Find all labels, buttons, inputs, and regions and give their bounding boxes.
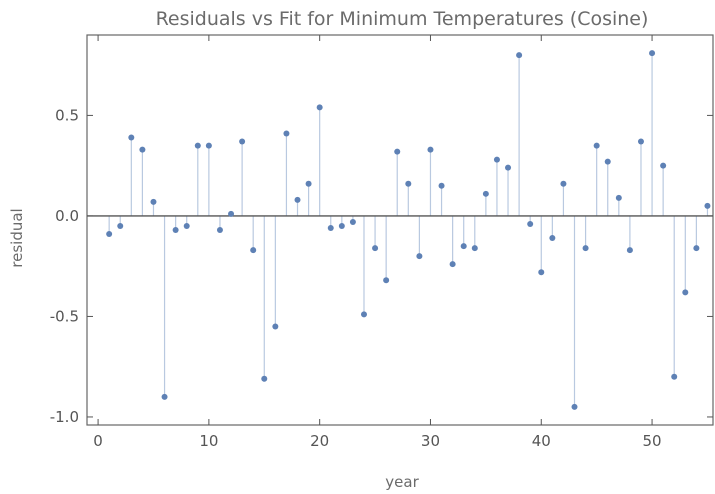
data-point: [449, 261, 456, 268]
data-point: [471, 245, 478, 252]
data-point: [538, 269, 545, 276]
data-point: [349, 218, 356, 225]
x-tick-label: 20: [310, 432, 329, 450]
x-axis-ticks: 0 10 20 30 40 50: [93, 35, 662, 450]
data-point: [394, 148, 401, 155]
data-point: [549, 235, 556, 242]
y-axis-ticks: -1.0 -0.5 0.0 0.5: [50, 106, 713, 426]
y-tick-label: -1.0: [50, 408, 79, 426]
data-point: [615, 194, 622, 201]
data-point: [593, 142, 600, 149]
data-point: [250, 247, 257, 254]
data-point: [582, 245, 589, 252]
data-points: [106, 50, 711, 410]
data-point: [327, 224, 334, 231]
data-point: [261, 375, 268, 382]
data-point: [560, 180, 567, 187]
data-point: [438, 182, 445, 189]
data-point: [671, 373, 678, 380]
data-point: [150, 198, 157, 205]
y-tick-label: -0.5: [50, 307, 79, 325]
y-tick-label: 0.5: [55, 106, 79, 124]
chart-title: Residuals vs Fit for Minimum Temperature…: [156, 8, 649, 30]
data-point: [626, 247, 633, 254]
data-point: [637, 138, 644, 145]
data-point: [372, 245, 379, 252]
data-point: [183, 222, 190, 229]
data-point: [338, 222, 345, 229]
data-point: [205, 142, 212, 149]
data-point: [704, 202, 711, 209]
data-point: [416, 253, 423, 260]
data-point: [427, 146, 434, 153]
data-point: [482, 190, 489, 197]
data-point: [660, 162, 667, 169]
data-point: [172, 227, 179, 233]
data-point: [460, 243, 467, 250]
data-point: [505, 164, 512, 171]
y-tick-label: 0.0: [55, 207, 79, 225]
data-point: [216, 227, 223, 233]
plot-frame: [86, 34, 714, 426]
data-point: [527, 220, 534, 227]
data-point: [139, 146, 146, 153]
data-point: [194, 142, 201, 149]
data-point: [516, 52, 523, 59]
data-point: [228, 210, 235, 217]
data-point: [493, 156, 500, 163]
data-point: [128, 134, 135, 141]
y-axis-label: residual: [8, 208, 26, 267]
data-point: [106, 231, 113, 238]
data-point: [682, 289, 689, 296]
data-point: [283, 130, 290, 137]
data-point: [294, 196, 301, 203]
data-point: [161, 393, 168, 400]
data-point: [305, 180, 312, 187]
data-point: [405, 180, 412, 187]
data-point: [649, 50, 656, 57]
data-point: [239, 138, 246, 145]
data-point: [383, 277, 390, 284]
x-axis-label: year: [385, 473, 419, 491]
data-point: [360, 311, 367, 318]
x-tick-label: 30: [421, 432, 440, 450]
x-tick-label: 40: [532, 432, 551, 450]
data-point: [604, 158, 611, 165]
data-point: [693, 245, 700, 252]
x-tick-label: 0: [93, 432, 103, 450]
data-point: [316, 104, 323, 111]
x-tick-label: 50: [643, 432, 662, 450]
data-point: [571, 403, 578, 410]
stem-lines: [108, 53, 709, 407]
data-point: [117, 222, 124, 229]
x-tick-label: 10: [199, 432, 218, 450]
data-point: [272, 323, 279, 330]
